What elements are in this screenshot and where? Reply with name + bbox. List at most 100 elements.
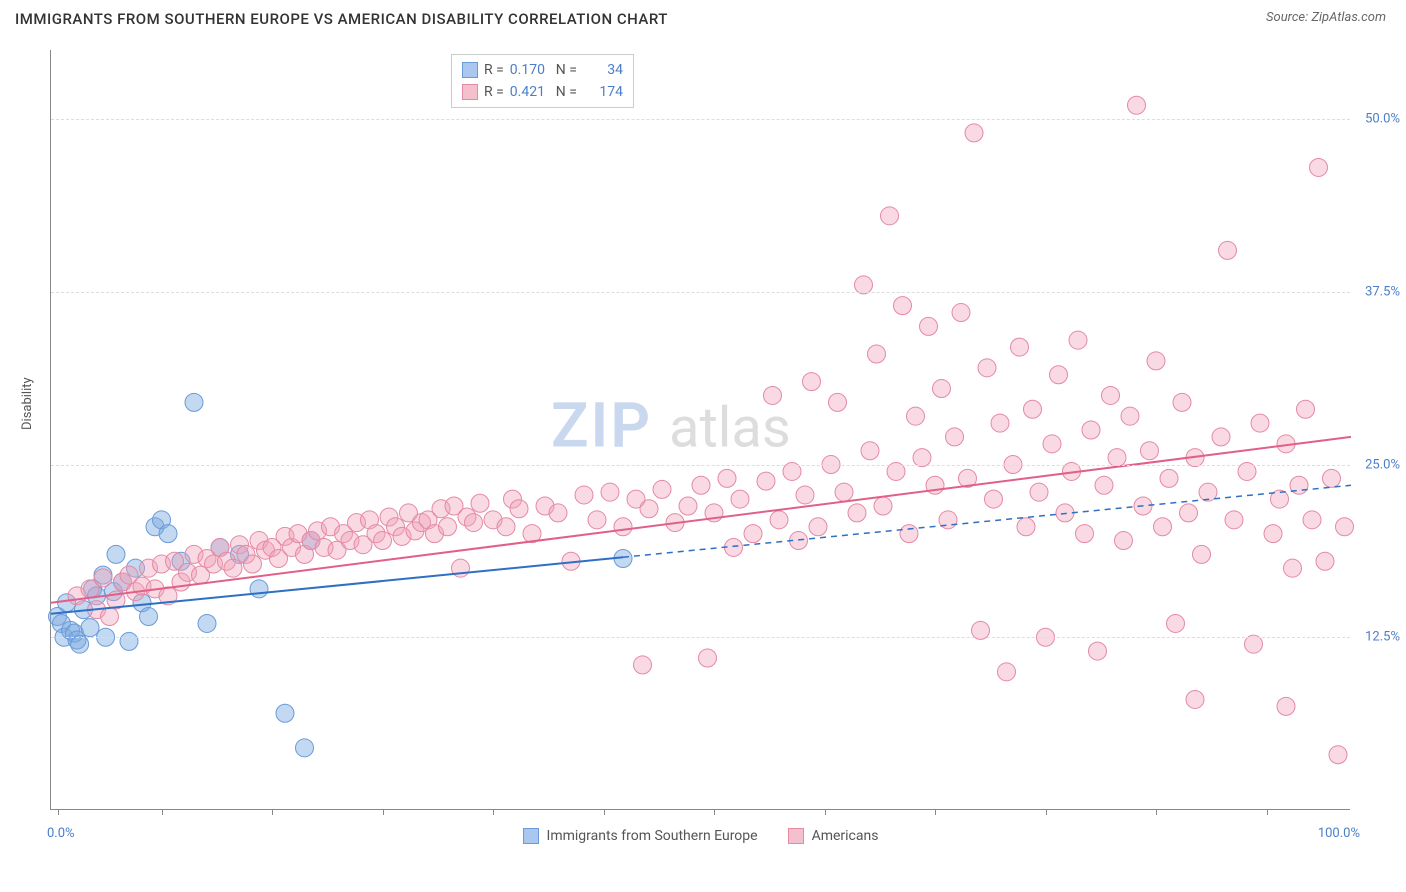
n-value: 174 bbox=[583, 81, 623, 103]
gridline bbox=[51, 637, 1350, 638]
r-value: 0.421 bbox=[510, 81, 550, 103]
legend-item: Immigrants from Southern Europe bbox=[523, 828, 758, 844]
data-point bbox=[1225, 511, 1243, 529]
data-point bbox=[81, 619, 99, 637]
data-point bbox=[809, 518, 827, 536]
series-swatch bbox=[462, 84, 478, 100]
data-point bbox=[588, 511, 606, 529]
data-point bbox=[101, 608, 119, 626]
data-point bbox=[250, 580, 268, 598]
x-tick bbox=[272, 809, 273, 815]
data-point bbox=[718, 469, 736, 487]
data-point bbox=[1050, 366, 1068, 384]
y-tick-label: 25.0% bbox=[1365, 457, 1400, 472]
x-tick bbox=[1156, 809, 1157, 815]
plot-svg bbox=[51, 50, 1350, 809]
data-point bbox=[601, 483, 619, 501]
data-point bbox=[1180, 504, 1198, 522]
r-label: R = bbox=[484, 81, 504, 103]
data-point bbox=[744, 525, 762, 543]
data-point bbox=[933, 380, 951, 398]
data-point bbox=[549, 504, 567, 522]
data-point bbox=[692, 476, 710, 494]
data-point bbox=[1095, 476, 1113, 494]
x-tick bbox=[383, 809, 384, 815]
data-point bbox=[1173, 393, 1191, 411]
data-point bbox=[1069, 331, 1087, 349]
data-point bbox=[1316, 552, 1334, 570]
data-point bbox=[952, 304, 970, 322]
legend-label: Americans bbox=[812, 828, 879, 844]
x-tick bbox=[1267, 809, 1268, 815]
data-point bbox=[1219, 241, 1237, 259]
data-point bbox=[920, 317, 938, 335]
y-tick-label: 50.0% bbox=[1365, 112, 1400, 127]
data-point bbox=[1121, 407, 1139, 425]
data-point bbox=[1154, 518, 1172, 536]
data-point bbox=[679, 497, 697, 515]
x-tick bbox=[58, 809, 59, 815]
data-point bbox=[764, 386, 782, 404]
data-point bbox=[874, 497, 892, 515]
correlation-stats-box: R = 0.170 N = 34R = 0.421 N = 174 bbox=[451, 54, 634, 108]
x-tick bbox=[935, 809, 936, 815]
data-point bbox=[835, 483, 853, 501]
data-point bbox=[1323, 469, 1341, 487]
data-point bbox=[1264, 525, 1282, 543]
data-point bbox=[1277, 697, 1295, 715]
data-point bbox=[1017, 518, 1035, 536]
data-point bbox=[894, 297, 912, 315]
data-point bbox=[1141, 442, 1159, 460]
data-point bbox=[185, 393, 203, 411]
n-value: 34 bbox=[583, 59, 623, 81]
data-point bbox=[1167, 614, 1185, 632]
stats-row: R = 0.421 N = 174 bbox=[462, 81, 623, 103]
n-label: N = bbox=[556, 59, 577, 81]
x-tick bbox=[162, 809, 163, 815]
r-value: 0.170 bbox=[510, 59, 550, 81]
data-point bbox=[224, 559, 242, 577]
data-point bbox=[848, 504, 866, 522]
data-point bbox=[653, 480, 671, 498]
data-point bbox=[1128, 96, 1146, 114]
source-prefix: Source: bbox=[1266, 10, 1311, 25]
legend-label: Immigrants from Southern Europe bbox=[547, 828, 758, 844]
data-point bbox=[510, 500, 528, 518]
data-point bbox=[1089, 642, 1107, 660]
data-point bbox=[1310, 158, 1328, 176]
data-point bbox=[575, 486, 593, 504]
y-axis-title: Disability bbox=[20, 377, 35, 430]
data-point bbox=[907, 407, 925, 425]
data-point bbox=[965, 124, 983, 142]
data-point bbox=[868, 345, 886, 363]
n-label: N = bbox=[556, 81, 577, 103]
data-point bbox=[998, 663, 1016, 681]
data-point bbox=[978, 359, 996, 377]
data-point bbox=[497, 518, 515, 536]
data-point bbox=[1024, 400, 1042, 418]
x-tick bbox=[1046, 809, 1047, 815]
data-point bbox=[296, 739, 314, 757]
data-point bbox=[1115, 532, 1133, 550]
data-point bbox=[140, 608, 158, 626]
data-point bbox=[276, 704, 294, 722]
data-point bbox=[946, 428, 964, 446]
data-point bbox=[1336, 518, 1354, 536]
legend-swatch bbox=[523, 828, 539, 844]
data-point bbox=[159, 525, 177, 543]
data-point bbox=[1212, 428, 1230, 446]
legend-item: Americans bbox=[788, 828, 879, 844]
data-point bbox=[1329, 746, 1347, 764]
data-point bbox=[439, 518, 457, 536]
data-point bbox=[731, 490, 749, 508]
data-point bbox=[1251, 414, 1269, 432]
data-point bbox=[1076, 525, 1094, 543]
gridline bbox=[51, 292, 1350, 293]
scatter-plot-area: R =0.170N =34R =0.421N =174 ZIP atlas 0.… bbox=[50, 50, 1350, 810]
data-point bbox=[881, 207, 899, 225]
data-point bbox=[1297, 400, 1315, 418]
data-point bbox=[757, 472, 775, 490]
legend-swatch bbox=[788, 828, 804, 844]
data-point bbox=[1193, 545, 1211, 563]
data-point bbox=[900, 525, 918, 543]
